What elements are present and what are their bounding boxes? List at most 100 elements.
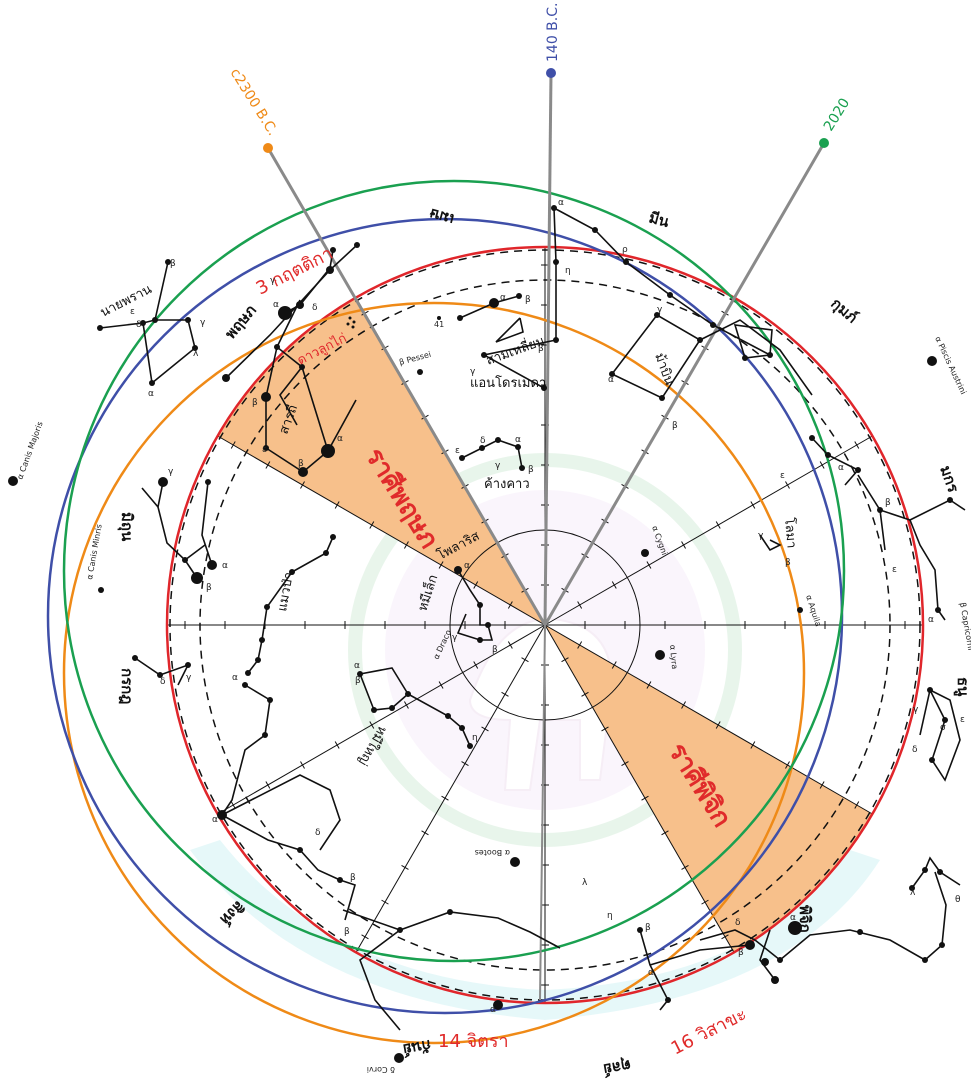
svg-text:β: β [525, 295, 531, 305]
svg-text:α: α [354, 661, 360, 671]
star-aquila [797, 607, 803, 613]
svg-text:β: β [528, 465, 534, 475]
radial-tick [404, 701, 409, 709]
radial-tick [473, 581, 479, 589]
name-41: 41 [434, 320, 444, 329]
svg-text:δ: δ [735, 918, 741, 928]
zodiac-sign-names: เมษ มีน กุมภ์ มกร ธนู พิจิก ตุลย์ กันย์ … [117, 205, 971, 1079]
svg-text:λ: λ [910, 888, 916, 898]
svg-text:β: β [492, 645, 498, 655]
sign-virgo: กันย์ [402, 1036, 433, 1059]
svg-text:α: α [608, 375, 614, 385]
svg-text:α: α [222, 561, 228, 571]
ring-circles [46, 179, 925, 1045]
svg-text:δ: δ [312, 303, 318, 313]
radial-line [544, 435, 873, 626]
sign-cancer: กรกฎ [118, 668, 136, 704]
svg-text:α: α [337, 434, 343, 444]
const-cassiopeia: ค้างคาว [484, 477, 530, 492]
svg-text:γ: γ [657, 305, 663, 315]
svg-text:ε: ε [455, 446, 460, 456]
svg-text:γ: γ [200, 318, 206, 328]
svg-text:β: β [170, 259, 176, 269]
svg-text:γ: γ [452, 633, 458, 643]
radial-tick [577, 601, 583, 609]
svg-text:α: α [928, 615, 934, 625]
radial-tick [611, 581, 617, 589]
svg-text:β: β [344, 927, 350, 937]
svg-text:γ: γ [470, 367, 476, 377]
name-pessei: β Pessei [398, 350, 432, 367]
radial-tick [381, 899, 389, 905]
epoch-marker-2020 [819, 138, 829, 148]
svg-text:β: β [355, 676, 361, 686]
svg-text:θ: θ [955, 895, 961, 905]
sign-gemini: มิถุน [117, 512, 136, 542]
sector-taurus [217, 297, 545, 625]
radial-line [544, 624, 735, 953]
radial-tick [473, 661, 479, 669]
radial-tick [438, 681, 444, 689]
radial-tick [438, 561, 444, 569]
svg-text:ε: ε [130, 307, 135, 317]
radial-tick [461, 761, 469, 766]
svg-text:γ: γ [186, 673, 192, 683]
radial-tick [481, 726, 489, 732]
mansion-visakha: 16 วิสาขะ [668, 1004, 750, 1060]
name-aquila: α Aquila [804, 594, 823, 628]
star-canis-majoris [8, 476, 18, 486]
radial-tick [300, 761, 305, 769]
radial-tick [819, 461, 825, 469]
pleiades-cluster [346, 316, 356, 329]
svg-text:δ: δ [160, 677, 166, 687]
name-canis-majoris: α Canis Majoris [15, 420, 44, 480]
radial-line [355, 624, 546, 953]
svg-text:α: α [464, 561, 470, 571]
radial-tick [369, 721, 375, 729]
svg-text:η: η [607, 911, 613, 921]
radial-tick [854, 441, 860, 449]
svg-text:α: α [500, 293, 506, 303]
svg-text:α: α [212, 815, 218, 825]
radial-tick [501, 691, 509, 697]
epoch-label-140bc: 140 B.C. [545, 3, 561, 62]
radial-tick [265, 461, 271, 469]
radial-tick [681, 865, 689, 870]
sector-scorpio [545, 625, 873, 953]
svg-text:δ: δ [480, 436, 486, 446]
ecliptic-ring-c2300 [62, 301, 806, 1045]
svg-text:β: β [738, 948, 744, 958]
svg-text:α: α [790, 913, 796, 923]
radial-tick [715, 521, 721, 529]
radial-tick [750, 741, 756, 749]
const-perseus: นายพราน [98, 282, 154, 321]
radial-tick [721, 934, 729, 940]
sign-taurus: พฤษภ [221, 301, 260, 342]
star-cygni [641, 549, 649, 557]
svg-text:α: α [273, 300, 279, 310]
star-41 [437, 316, 441, 320]
sign-scorpio: พิจิก [796, 905, 814, 933]
dashed-inner-ring [199, 279, 891, 971]
svg-text:α: α [232, 673, 238, 683]
radial-line [217, 435, 546, 626]
sign-capricorn: มกร [936, 463, 962, 495]
radial-tick [521, 657, 529, 663]
radial-tick [230, 801, 236, 809]
svg-text:α: α [148, 389, 154, 399]
svg-text:λ: λ [193, 349, 199, 359]
epoch-marker-c2300 [263, 143, 273, 153]
radial-tick [421, 830, 429, 836]
svg-text:α: α [490, 1005, 496, 1015]
radial-tick [646, 561, 652, 569]
radial-tick [715, 721, 721, 729]
svg-text:η: η [565, 266, 571, 276]
svg-text:β: β [206, 583, 212, 593]
svg-text:η: η [472, 733, 478, 743]
star-lyra [655, 650, 665, 660]
svg-text:γ: γ [168, 467, 174, 477]
radial-tick [334, 501, 340, 509]
svg-text:γ: γ [913, 705, 919, 715]
zodiac-sectors [217, 297, 873, 953]
